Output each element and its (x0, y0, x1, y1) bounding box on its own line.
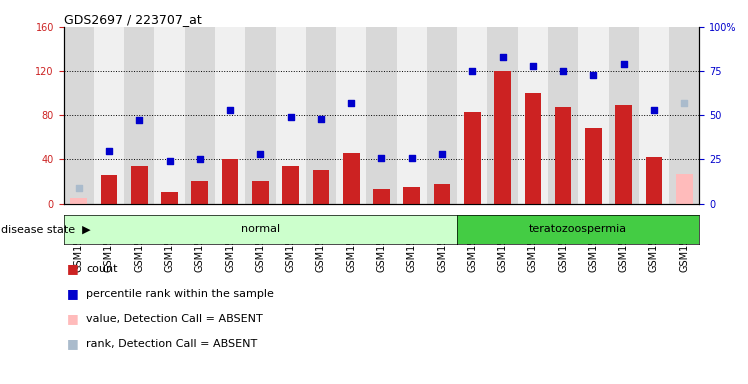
Bar (336, 27, 367, 204)
Text: normal: normal (241, 224, 280, 235)
Bar (162, 192, 178, 204)
Bar (396, 27, 427, 204)
Point (405, 154, 417, 161)
Text: ■: ■ (67, 287, 79, 300)
Point (466, 68, 478, 74)
Bar (245, 27, 275, 204)
Bar (367, 27, 396, 204)
Point (678, 100, 690, 106)
Point (254, 151, 266, 157)
Bar (282, 166, 299, 204)
Bar (252, 182, 269, 204)
Text: GDS2697 / 223707_at: GDS2697 / 223707_at (64, 13, 201, 26)
Bar (191, 182, 208, 204)
Bar (313, 170, 329, 204)
Bar (185, 27, 215, 204)
Bar (676, 174, 693, 204)
Bar (646, 157, 662, 204)
Bar (215, 27, 245, 204)
Point (557, 68, 569, 74)
Bar (275, 27, 306, 204)
Point (527, 63, 539, 69)
Point (315, 116, 327, 122)
Point (194, 156, 206, 162)
Bar (585, 128, 601, 204)
Bar (101, 175, 117, 204)
Bar (609, 27, 639, 204)
Bar (639, 27, 669, 204)
Point (103, 147, 115, 154)
Point (285, 114, 297, 120)
Bar (669, 27, 699, 204)
Point (618, 61, 630, 67)
Bar (70, 198, 87, 204)
Bar (131, 166, 147, 204)
Point (587, 71, 599, 78)
Text: teratozoospermia: teratozoospermia (530, 224, 628, 235)
Bar (154, 27, 185, 204)
Point (648, 107, 660, 113)
Text: ■: ■ (67, 337, 79, 350)
Bar (306, 27, 336, 204)
Text: disease state  ▶: disease state ▶ (1, 224, 91, 235)
Bar (427, 27, 457, 204)
Bar (403, 187, 420, 204)
Point (73, 185, 85, 191)
Bar (373, 189, 390, 204)
Text: ■: ■ (67, 312, 79, 325)
Point (164, 158, 176, 164)
Bar (94, 27, 124, 204)
Bar (124, 27, 154, 204)
Bar (434, 184, 450, 204)
Bar (464, 112, 481, 204)
Bar (343, 153, 360, 204)
Text: value, Detection Call = ABSENT: value, Detection Call = ABSENT (86, 314, 263, 324)
Point (375, 154, 387, 161)
Bar (524, 93, 542, 204)
Bar (578, 27, 609, 204)
Bar (64, 27, 94, 204)
Point (133, 118, 145, 124)
Text: rank, Detection Call = ABSENT: rank, Detection Call = ABSENT (86, 339, 257, 349)
Bar (494, 71, 511, 204)
Point (436, 151, 448, 157)
Text: percentile rank within the sample: percentile rank within the sample (86, 289, 274, 299)
Bar (616, 105, 632, 204)
Point (346, 100, 358, 106)
Bar (457, 27, 488, 204)
Bar (555, 108, 571, 204)
Bar (548, 27, 578, 204)
Point (497, 54, 509, 60)
Bar (518, 27, 548, 204)
Point (224, 107, 236, 113)
Text: ■: ■ (67, 262, 79, 275)
Text: count: count (86, 264, 117, 274)
Bar (221, 159, 239, 204)
Bar (488, 27, 518, 204)
